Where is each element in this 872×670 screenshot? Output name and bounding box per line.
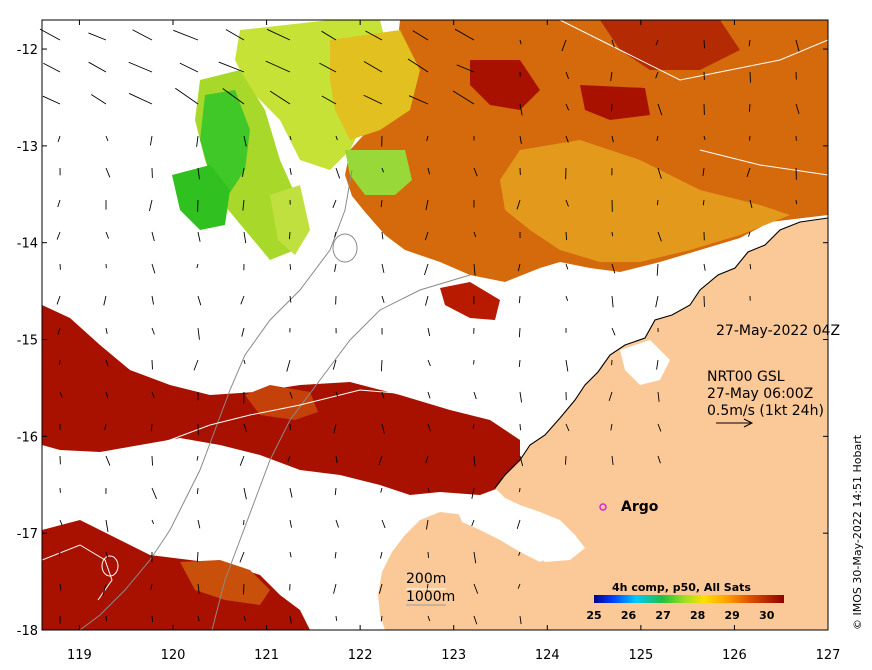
contour-1000m-label: 1000m (406, 589, 455, 605)
current-vector (519, 296, 520, 303)
colorbar-tick-label: 29 (725, 609, 740, 622)
date-stamp: 27-May-2022 04Z (716, 323, 840, 339)
colorbar-tick-label: 28 (690, 609, 705, 622)
current-vector (519, 328, 520, 337)
colorbar-title: 4h comp, p50, All Sats (612, 581, 751, 594)
lat-tick-label: -12 (17, 43, 38, 58)
current-vector (704, 40, 705, 48)
current-vector (612, 232, 613, 236)
lon-tick-label: 120 (161, 648, 186, 663)
lon-tick-label: 121 (254, 648, 279, 663)
lat-tick-label: -13 (17, 140, 38, 155)
current-vector (611, 104, 612, 112)
lon-tick-label: 125 (628, 648, 653, 663)
lon-tick-label: 126 (722, 648, 747, 663)
current-vector (796, 200, 797, 204)
current-vector (106, 616, 107, 621)
lon-tick-label: 123 (441, 648, 466, 663)
lat-tick-label: -18 (17, 624, 38, 639)
lat-tick-label: -14 (17, 237, 38, 252)
current-vector (152, 456, 153, 466)
lon-tick-label: 122 (348, 648, 373, 663)
argo-label: Argo (621, 499, 659, 515)
current-vector (520, 424, 521, 430)
colorbar (594, 595, 784, 603)
colorbar-tick-label: 26 (621, 609, 637, 622)
current-vector (749, 104, 750, 112)
current-vector (152, 360, 153, 369)
lon-tick-label: 127 (816, 648, 841, 663)
current-vector (750, 72, 751, 83)
current-vector (381, 360, 382, 371)
lon-tick-label: 119 (67, 648, 92, 663)
colorbar-tick-label: 25 (586, 609, 601, 622)
contour-200m-label: 200m (406, 571, 446, 587)
colorbar-tick-label: 30 (759, 609, 775, 622)
current-vector (197, 488, 198, 494)
current-vector (428, 552, 429, 558)
lon-tick-label: 124 (535, 648, 560, 663)
colorbar-tick-label: 27 (655, 609, 670, 622)
current-vector (519, 488, 520, 492)
current-vector (289, 232, 290, 239)
lat-tick-label: -15 (17, 334, 38, 349)
product-name: NRT00 GSL (707, 369, 785, 385)
scale-label: 0.5m/s (1kt 24h) (707, 403, 824, 419)
lat-tick-label: -17 (17, 527, 38, 542)
current-vector (336, 616, 337, 621)
current-vector (566, 232, 567, 240)
current-vector (565, 456, 566, 465)
credit-text: © IMOS 30-May-2022 14:51 Hobart (851, 434, 864, 630)
product-time: 27-May 06:00Z (707, 386, 813, 402)
lat-tick-label: -16 (17, 430, 38, 445)
